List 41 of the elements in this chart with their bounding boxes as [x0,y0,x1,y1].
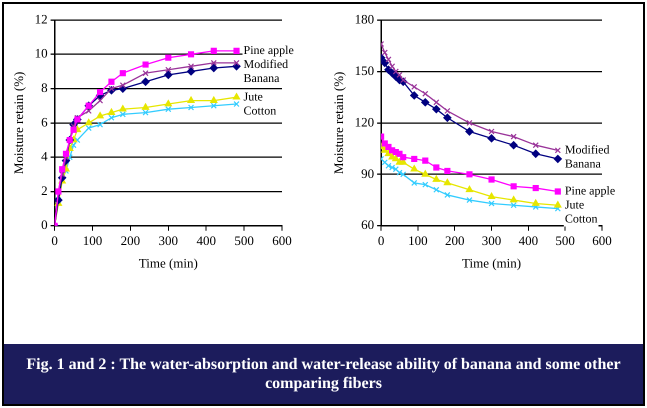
x-axis-title: Time (min) [462,256,522,271]
y-tick-label: 150 [354,62,374,78]
x-tick-label: 400 [518,233,538,248]
series-label: Pine apple [244,43,294,58]
x-tick-label: 200 [444,233,464,248]
series-label: Banana [564,156,602,170]
y-tick-label: 10 [34,46,48,61]
y-tick-label: 12 [34,11,48,26]
series-label: Cotton [244,103,276,118]
series-label: Modified [564,142,610,156]
y-tick-label: 4 [41,148,48,164]
y-tick-label: 8 [41,80,48,96]
y-tick-label: 6 [41,114,48,130]
x-axis-title: Time (min) [138,256,198,271]
series-label: Cotton [564,212,598,226]
x-tick-label: 600 [592,233,612,248]
y-tick-label: 180 [354,11,374,26]
x-tick-label: 0 [51,233,58,248]
y-axis-title: Moisture retain (%) [331,72,346,174]
y-tick-label: 2 [41,182,48,198]
x-tick-label: 0 [378,233,384,248]
x-tick-label: 500 [555,233,575,248]
y-tick-label: 120 [354,114,374,130]
y-tick-label: 60 [361,217,374,232]
x-tick-label: 600 [272,233,292,248]
series-label: Jute [244,89,263,104]
series-label: Modified [244,57,288,72]
y-axis-title: Moisture retain (%) [11,72,26,174]
series-label: Banana [244,71,280,86]
y-tick-label: 0 [41,217,48,232]
x-tick-label: 300 [482,233,502,248]
x-tick-label: 100 [408,233,428,248]
x-tick-label: 500 [234,233,254,248]
x-tick-label: 100 [82,233,102,248]
series-label: Pine apple [564,184,616,198]
y-tick-label: 90 [361,166,374,181]
x-tick-label: 200 [120,233,140,248]
series-label: Jute [564,198,584,212]
x-tick-label: 300 [158,233,178,248]
caption: Fig. 1 and 2 : The water-absorption and water-release ability of banana and some other comparing fibers [4,344,643,404]
x-tick-label: 400 [196,233,216,248]
